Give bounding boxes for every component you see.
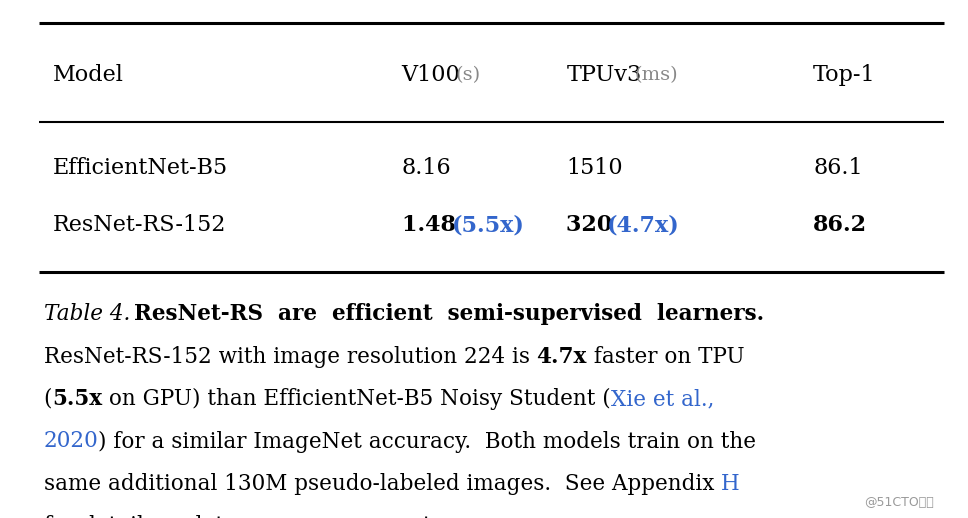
Text: 86.2: 86.2 bbox=[813, 214, 867, 236]
Text: ResNet-RS-152 with image resolution 224 is: ResNet-RS-152 with image resolution 224 … bbox=[44, 346, 536, 367]
Text: Xie et al.,: Xie et al., bbox=[611, 388, 714, 410]
Text: 1.48: 1.48 bbox=[402, 214, 464, 236]
Text: 320: 320 bbox=[566, 214, 620, 236]
Text: (5.5x): (5.5x) bbox=[452, 214, 525, 236]
Text: TPUv3: TPUv3 bbox=[566, 64, 642, 86]
Text: Top-1: Top-1 bbox=[813, 64, 876, 86]
Text: 86.1: 86.1 bbox=[813, 157, 862, 179]
Text: H: H bbox=[721, 473, 740, 495]
Text: ResNet-RS  are  efficient  semi-supervised  learners.: ResNet-RS are efficient semi-supervised … bbox=[135, 303, 765, 325]
Text: 2020: 2020 bbox=[44, 430, 99, 452]
Text: ) for a similar ImageNet accuracy.  Both models train on the: ) for a similar ImageNet accuracy. Both … bbox=[99, 430, 756, 453]
Text: Table 4.: Table 4. bbox=[44, 303, 135, 325]
Text: on GPU) than EfficientNet-B5 Noisy Student (: on GPU) than EfficientNet-B5 Noisy Stude… bbox=[102, 388, 611, 410]
Text: 5.5x: 5.5x bbox=[52, 388, 102, 410]
Text: V100: V100 bbox=[402, 64, 461, 86]
Text: same additional 130M pseudo-labeled images.  See Appendix: same additional 130M pseudo-labeled imag… bbox=[44, 473, 721, 495]
Text: 4.7x: 4.7x bbox=[536, 346, 587, 367]
Text: Model: Model bbox=[53, 64, 124, 86]
Text: (s): (s) bbox=[456, 66, 481, 84]
Text: ResNet-RS-152: ResNet-RS-152 bbox=[53, 214, 227, 236]
Text: EfficientNet-B5: EfficientNet-B5 bbox=[53, 157, 228, 179]
Text: for details on latency measurements.: for details on latency measurements. bbox=[44, 515, 449, 518]
Text: (ms): (ms) bbox=[634, 66, 678, 84]
Text: (4.7x): (4.7x) bbox=[607, 214, 680, 236]
Text: 1510: 1510 bbox=[566, 157, 622, 179]
Text: @51CTO博客: @51CTO博客 bbox=[864, 496, 934, 509]
Text: faster on TPU: faster on TPU bbox=[587, 346, 744, 367]
Text: (: ( bbox=[44, 388, 52, 410]
Text: 8.16: 8.16 bbox=[402, 157, 451, 179]
